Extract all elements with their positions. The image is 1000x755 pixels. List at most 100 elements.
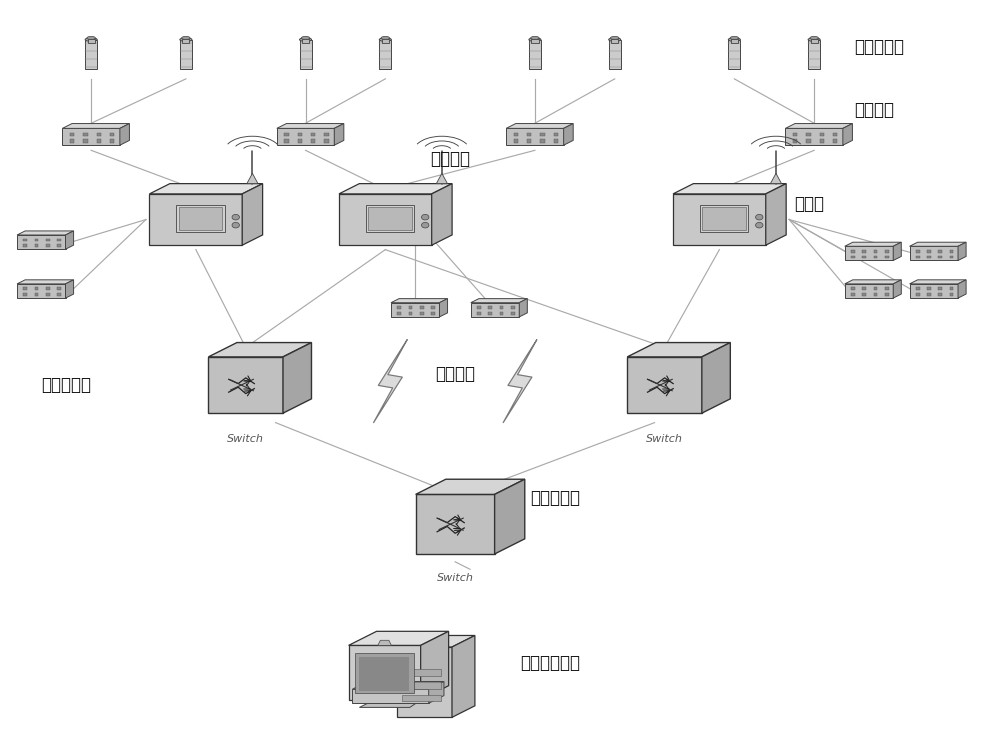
Polygon shape bbox=[519, 299, 527, 317]
Bar bbox=[35, 244, 38, 247]
Polygon shape bbox=[910, 246, 958, 260]
Polygon shape bbox=[673, 183, 786, 194]
Polygon shape bbox=[382, 39, 389, 42]
Ellipse shape bbox=[180, 38, 192, 42]
Bar bbox=[806, 133, 811, 136]
Bar bbox=[874, 293, 877, 296]
Polygon shape bbox=[506, 128, 564, 145]
Polygon shape bbox=[247, 174, 258, 183]
Bar bbox=[511, 307, 515, 309]
Polygon shape bbox=[564, 124, 573, 145]
Polygon shape bbox=[88, 39, 95, 42]
Bar bbox=[23, 244, 27, 247]
Bar bbox=[527, 140, 531, 143]
Polygon shape bbox=[416, 495, 495, 554]
Bar bbox=[397, 312, 401, 315]
Polygon shape bbox=[302, 39, 309, 42]
Polygon shape bbox=[843, 124, 852, 145]
Ellipse shape bbox=[300, 38, 312, 42]
Circle shape bbox=[232, 214, 239, 220]
Polygon shape bbox=[62, 128, 120, 145]
Polygon shape bbox=[397, 636, 475, 647]
Circle shape bbox=[421, 214, 429, 220]
Bar bbox=[97, 133, 101, 136]
Bar bbox=[874, 288, 877, 290]
Bar bbox=[500, 312, 503, 315]
Polygon shape bbox=[627, 343, 730, 357]
Bar bbox=[950, 293, 953, 296]
Polygon shape bbox=[378, 640, 391, 646]
Bar bbox=[851, 293, 855, 296]
Text: 顶层交换机: 顶层交换机 bbox=[530, 488, 580, 507]
Text: 中央处理单元: 中央处理单元 bbox=[520, 655, 580, 673]
Bar bbox=[402, 695, 441, 701]
Bar bbox=[420, 312, 424, 315]
Bar bbox=[885, 293, 889, 296]
Bar bbox=[420, 307, 424, 309]
Ellipse shape bbox=[182, 36, 190, 39]
Bar bbox=[70, 140, 74, 143]
Polygon shape bbox=[339, 194, 432, 245]
Polygon shape bbox=[770, 174, 782, 183]
Bar bbox=[23, 293, 27, 296]
Polygon shape bbox=[910, 280, 966, 284]
Polygon shape bbox=[180, 39, 192, 69]
Bar bbox=[938, 288, 942, 290]
Bar bbox=[176, 205, 225, 232]
Polygon shape bbox=[17, 284, 66, 298]
Polygon shape bbox=[149, 194, 242, 245]
Bar bbox=[833, 140, 837, 143]
Polygon shape bbox=[85, 39, 97, 69]
Bar bbox=[284, 133, 289, 136]
Polygon shape bbox=[242, 183, 263, 245]
Polygon shape bbox=[149, 183, 263, 194]
Polygon shape bbox=[531, 39, 539, 42]
Bar bbox=[23, 288, 27, 290]
Bar bbox=[540, 140, 545, 143]
Bar bbox=[833, 133, 837, 136]
Polygon shape bbox=[277, 124, 344, 128]
Polygon shape bbox=[958, 242, 966, 260]
Polygon shape bbox=[300, 39, 312, 69]
Polygon shape bbox=[66, 280, 74, 298]
Bar bbox=[311, 140, 315, 143]
Bar bbox=[806, 140, 811, 143]
Bar bbox=[874, 255, 877, 258]
Bar bbox=[35, 288, 38, 290]
Bar bbox=[35, 239, 38, 242]
Ellipse shape bbox=[381, 36, 390, 39]
Bar bbox=[298, 140, 302, 143]
Bar bbox=[83, 133, 88, 136]
Polygon shape bbox=[339, 183, 452, 194]
Polygon shape bbox=[182, 39, 189, 42]
Bar bbox=[402, 683, 441, 689]
Ellipse shape bbox=[85, 38, 97, 42]
Bar bbox=[927, 288, 931, 290]
Ellipse shape bbox=[529, 38, 541, 42]
Ellipse shape bbox=[609, 38, 621, 42]
Bar bbox=[700, 205, 748, 232]
Text: Switch: Switch bbox=[646, 434, 683, 444]
Polygon shape bbox=[910, 284, 958, 298]
Polygon shape bbox=[391, 299, 448, 303]
Polygon shape bbox=[728, 39, 740, 69]
Bar bbox=[500, 307, 503, 309]
Bar bbox=[477, 307, 481, 309]
Text: Switch: Switch bbox=[227, 434, 264, 444]
Ellipse shape bbox=[301, 36, 310, 39]
Bar bbox=[431, 307, 435, 309]
Polygon shape bbox=[910, 242, 966, 246]
Bar bbox=[793, 133, 797, 136]
Bar bbox=[402, 670, 441, 676]
Text: Switch: Switch bbox=[437, 573, 474, 583]
Polygon shape bbox=[611, 39, 618, 42]
Bar bbox=[409, 312, 412, 315]
Bar bbox=[311, 133, 315, 136]
Circle shape bbox=[421, 223, 429, 228]
Polygon shape bbox=[359, 693, 431, 707]
Bar bbox=[46, 288, 50, 290]
Bar bbox=[885, 288, 889, 290]
Polygon shape bbox=[17, 231, 74, 235]
Bar bbox=[927, 293, 931, 296]
Circle shape bbox=[756, 214, 763, 220]
